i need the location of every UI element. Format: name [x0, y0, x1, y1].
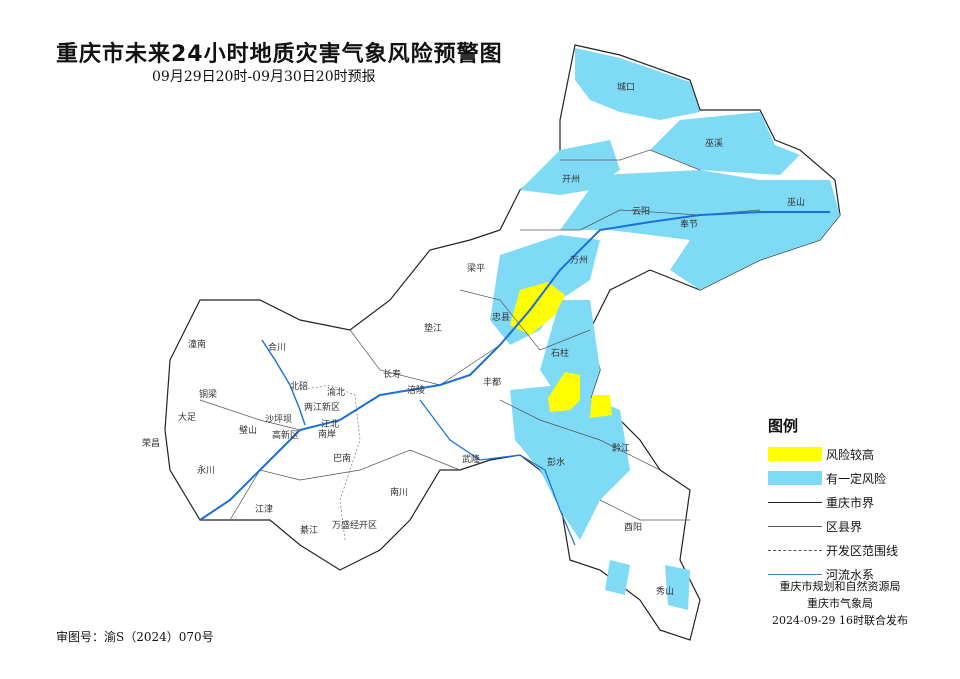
risk-area-shizhu [540, 300, 600, 400]
legend-swatch [768, 573, 822, 575]
legend-label: 有一定风险 [826, 471, 887, 486]
district-label: 城口 [617, 82, 635, 93]
district-label: 秀山 [656, 585, 674, 597]
district-label: 永川 [197, 464, 215, 476]
legend-title: 图例 [768, 417, 799, 435]
district-label: 巴南 [333, 452, 351, 464]
legend: 图例 风险较高有一定风险重庆市界区县界开发区范围线 河流水系 [768, 415, 928, 586]
district-label: 沙坪坝 [265, 414, 292, 425]
district-label: 荣昌 [142, 437, 160, 449]
rivers [199, 211, 830, 546]
legend-swatch [768, 549, 822, 551]
risk-area-xiushan [665, 565, 690, 610]
district-label: 石柱 [551, 347, 569, 359]
legend-label: 风险较高 [826, 447, 875, 462]
credit-planning-bureau: 重庆市规划和自然资源局 [779, 580, 901, 593]
district-label: 江津 [255, 504, 273, 515]
legend-swatch [768, 471, 822, 485]
legend-item: 开发区范围线 [768, 538, 928, 562]
district-label: 高新区 [272, 429, 299, 441]
district-label: 开州 [562, 174, 580, 185]
credits: 重庆市规划和自然资源局 重庆市气象局 2024-09-29 16时联合发布 [760, 578, 920, 629]
risk-area-youyang [605, 560, 630, 595]
district-label: 巫溪 [705, 137, 723, 149]
high-risk-qianjiang [590, 395, 612, 418]
legend-item: 重庆市界 [768, 490, 928, 514]
district-label: 武隆 [462, 453, 480, 465]
legend-swatch [768, 501, 822, 503]
district-label: 梁平 [467, 262, 485, 274]
district-label: 两江新区 [304, 401, 340, 413]
approval-number: 审图号：渝S（2024）070号 [56, 630, 214, 644]
jialing-river [261, 339, 306, 426]
district-label: 璧山 [239, 424, 257, 436]
district-label: 南岸 [318, 428, 336, 440]
district-boundary [459, 289, 591, 351]
credit-weather-bureau: 重庆市气象局 [807, 597, 873, 610]
district-label: 彭水 [547, 456, 565, 468]
district-label: 涪陵 [407, 384, 425, 396]
district-label: 潼南 [188, 338, 206, 350]
district-label: 綦江 [300, 524, 318, 536]
district-boundary [229, 449, 461, 521]
district-label: 酉阳 [624, 522, 642, 533]
legend-label: 区县界 [826, 519, 863, 534]
district-boundary [499, 399, 661, 471]
district-label: 巫山 [787, 197, 805, 208]
district-label: 大足 [178, 411, 196, 423]
some-risk-areas [490, 48, 840, 610]
district-label: 长寿 [383, 368, 401, 380]
risk-area-pengshui [510, 385, 630, 540]
district-label: 丰都 [483, 376, 501, 388]
legend-label: 重庆市界 [826, 495, 875, 510]
district-boundary [349, 329, 501, 386]
district-label: 黔江 [612, 442, 630, 454]
district-boundary [560, 149, 701, 171]
legend-item: 区县界 [768, 514, 928, 538]
wu-river [419, 399, 576, 546]
district-label: 万州 [570, 255, 588, 266]
legend-item: 风险较高 [768, 442, 928, 466]
risk-area-wuxi [650, 112, 800, 175]
district-label: 云阳 [632, 206, 650, 217]
district-boundary [599, 499, 690, 521]
dev-zone-boundary [299, 384, 361, 541]
district-label: 渝北 [327, 386, 345, 398]
high-risk-zhongxian [510, 282, 565, 335]
legend-item: 有一定风险 [768, 466, 928, 490]
district-label: 垫江 [424, 322, 442, 334]
risk-area-kaizhou [520, 140, 620, 195]
high-risk-areas [510, 282, 612, 418]
legend-swatch [768, 525, 822, 527]
district-label: 北碚 [290, 380, 308, 392]
map-title: 重庆市未来24小时地质灾害气象风险预警图 [56, 42, 503, 67]
district-label: 南川 [390, 486, 408, 498]
high-risk-shizhu [548, 372, 580, 412]
yangtze-river [199, 211, 830, 521]
district-label: 忠县 [492, 312, 510, 323]
legend-label: 河流水系 [826, 567, 875, 582]
district-label: 铜梁 [199, 388, 217, 400]
risk-area-chengkou [575, 48, 700, 120]
district-label: 奉节 [680, 218, 698, 230]
legend-item: 河流水系 [768, 562, 928, 586]
credit-issue-time: 2024-09-29 16时联合发布 [772, 614, 908, 627]
map-subtitle: 09月29日20时-09月30日20时预报 [152, 69, 376, 85]
risk-area-yunyang [560, 170, 840, 290]
legend-label: 开发区范围线 [826, 543, 899, 558]
district-label: 江北 [321, 419, 339, 430]
district-label: 合川 [268, 341, 286, 353]
district-label: 万盛经开区 [332, 519, 377, 531]
legend-swatch [768, 447, 822, 461]
